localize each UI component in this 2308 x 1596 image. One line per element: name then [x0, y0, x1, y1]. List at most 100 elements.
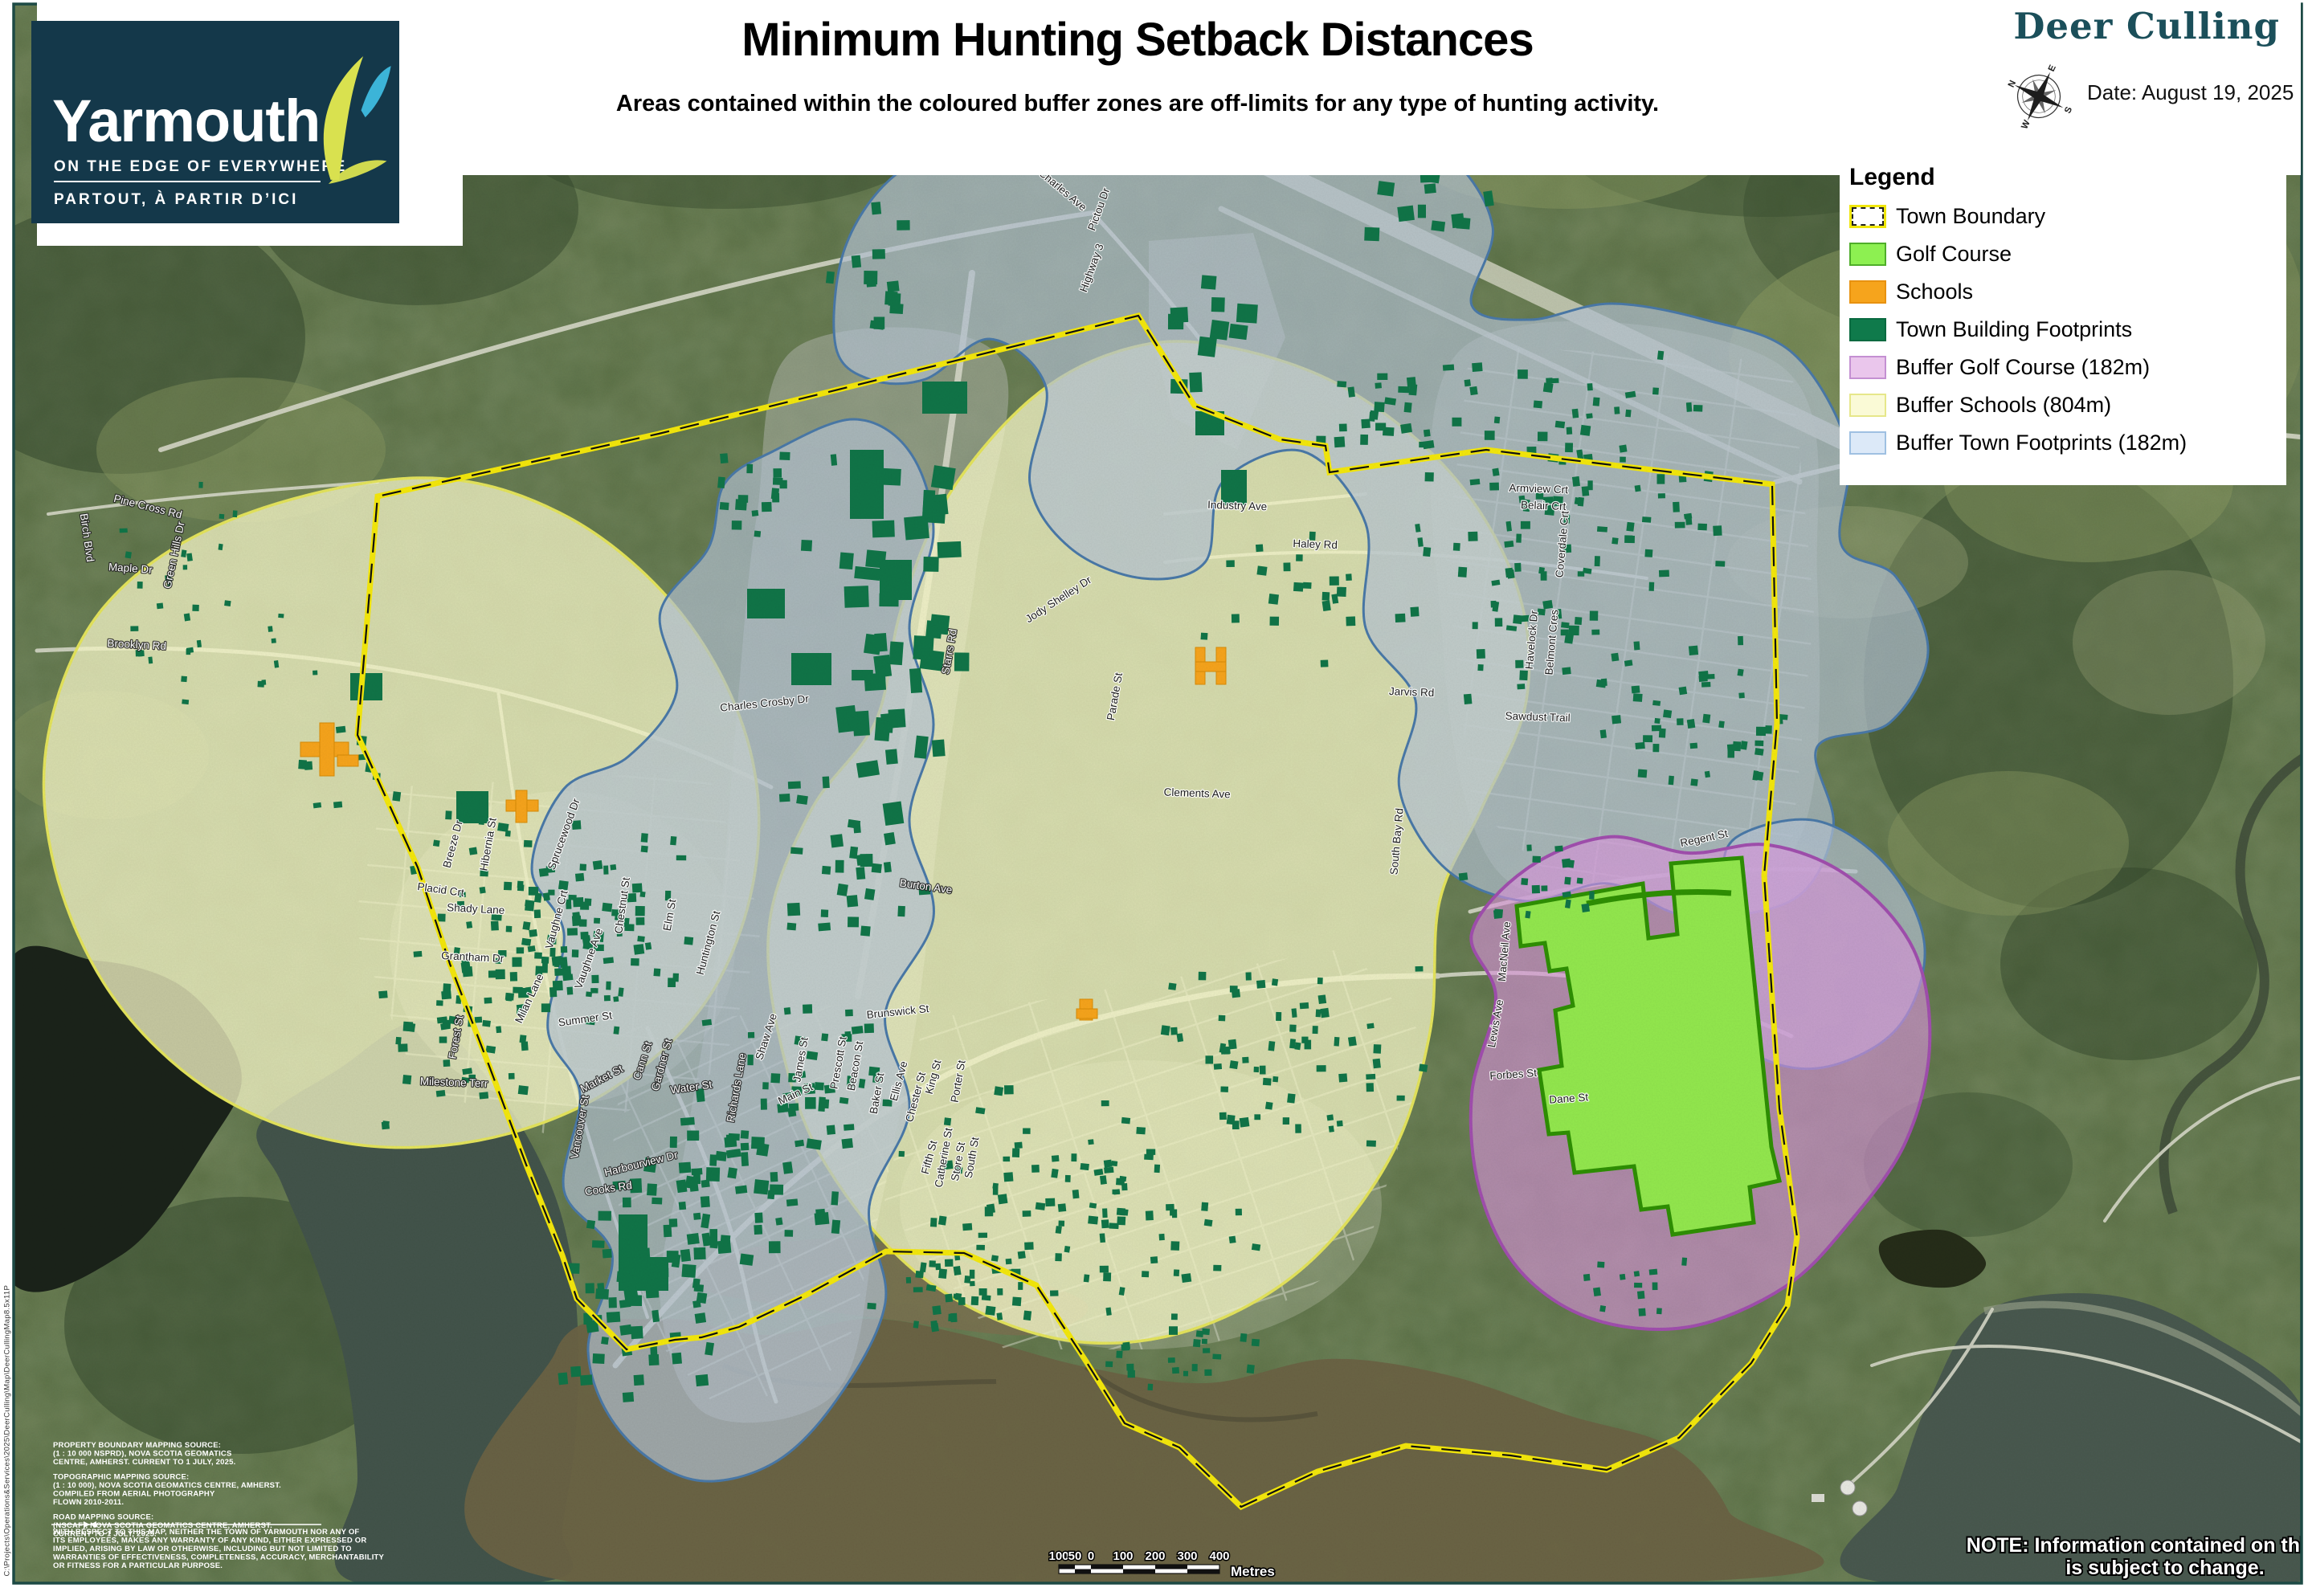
street-label: Forbes St	[1489, 1067, 1538, 1082]
legend-item-buffer-golf: Buffer Golf Course (182m)	[1849, 349, 2286, 386]
buffer-golf-swatch	[1849, 356, 1886, 379]
street-label: Brooklyn Rd	[107, 637, 166, 652]
legend-panel: Legend Town Boundary Golf Course Schools To…	[1840, 157, 2286, 485]
legend-label: Town Boundary	[1896, 204, 2046, 228]
street-label: Dane St	[1549, 1091, 1589, 1105]
scale-segment	[1075, 1569, 1091, 1574]
source-line: CENTRE, AMHERST. CURRENT TO 1 JULY, 2025…	[53, 1458, 235, 1467]
legend-item-town-boundary: Town Boundary	[1849, 198, 2286, 235]
logo-wordmark: Yarmouth	[52, 88, 321, 154]
disclaimer-line: WITH RESPECT TO THIS MAP, NEITHER THE TO…	[53, 1528, 359, 1537]
source-heading: PROPERTY BOUNDARY MAPPING SOURCE:	[53, 1441, 221, 1450]
scale-tick-label: 400	[1209, 1549, 1229, 1563]
page-margin-left	[0, 0, 13, 1596]
scale-segment	[1059, 1569, 1075, 1574]
project-title: Deer Culling	[2013, 5, 2280, 47]
schools-swatch	[1849, 280, 1886, 304]
buffer-schools-swatch	[1849, 394, 1886, 417]
street-label: Haley Rd	[1293, 537, 1338, 551]
compass-direction-label: E	[2047, 63, 2058, 73]
map-subtitle: Areas contained within the coloured buff…	[615, 91, 1660, 116]
header-band: Minimum Hunting Setback Distances Areas …	[37, 0, 2301, 175]
source-notes: PROPERTY BOUNDARY MAPPING SOURCE:(1 : 10…	[51, 1441, 385, 1570]
scale-segment	[1123, 1565, 1155, 1569]
source-line: (1 : 10 000), NOVA SCOTIA GEOMATICS CENT…	[53, 1481, 281, 1490]
source-line: COMPILED FROM AERIAL PHOTOGRAPHY	[53, 1490, 215, 1499]
legend-label: Golf Course	[1896, 242, 2012, 266]
legend-item-buffer-schools: Buffer Schools (804m)	[1849, 386, 2286, 424]
disclaimer-line: IMPLIED, ARISING BY LAW OR OTHERWISE, IN…	[53, 1545, 352, 1553]
map-title: Minimum Hunting Setback Distances	[741, 14, 1534, 66]
scale-segment	[1187, 1565, 1219, 1569]
compass-direction-label: S	[2063, 105, 2074, 115]
compass-rose-icon: N E S W	[2007, 63, 2074, 131]
scale-tick-label: 200	[1145, 1549, 1165, 1563]
leaf-icon	[323, 56, 391, 185]
street-label: Industry Ave	[1207, 499, 1268, 513]
logo-tagline-fr: PARTOUT, À PARTIR D’ICI	[54, 191, 299, 208]
legend-label: Buffer Golf Course (182m)	[1896, 355, 2151, 379]
legend-item-golf: Golf Course	[1849, 235, 2286, 273]
scale-tick-label: 100	[1113, 1549, 1133, 1563]
legend-item-buffer-town: Buffer Town Footprints (182m)	[1849, 424, 2286, 462]
town-boundary-swatch	[1849, 205, 1886, 228]
street-label: Shady Lane	[447, 901, 505, 916]
legend-item-schools: Schools	[1849, 273, 2286, 311]
disclaimer-line: OR FITNESS FOR A PARTICULAR PURPOSE.	[53, 1561, 223, 1570]
scale-segment	[1091, 1569, 1123, 1574]
street-label: Armview Crt	[1509, 482, 1568, 496]
note-line: is subject to change.	[2065, 1557, 2264, 1579]
legend-label: Schools	[1896, 280, 1974, 304]
scale-segment	[1187, 1569, 1219, 1574]
buffer-town-swatch	[1849, 431, 1886, 455]
street-label: Maple Dr	[108, 561, 153, 576]
legend-item-footprints: Town Building Footprints	[1849, 311, 2286, 349]
compass-direction-label: N	[2007, 79, 2018, 89]
page-margin-right	[2302, 0, 2308, 1596]
source-line: (NSCAF), NOVA SCOTIA GEOMATICS CENTRE, A…	[53, 1521, 272, 1530]
source-heading: ROAD MAPPING SOURCE:	[53, 1513, 153, 1522]
disclaimer-line: ITS EMPLOYEES, MAKES ANY WARRANTY OF ANY…	[53, 1537, 366, 1545]
scale-unit-label: Metres	[1231, 1564, 1275, 1579]
scale-segment	[1059, 1565, 1075, 1569]
scale-tick-label: 300	[1177, 1549, 1197, 1563]
compass-direction-label: W	[2020, 119, 2032, 131]
yarmouth-logo: Yarmouth ON THE EDGE OF EVERYWHERE PARTO…	[31, 21, 399, 223]
source-line: (1 : 10 000 NSPRD), NOVA SCOTIA GEOMATIC…	[53, 1450, 232, 1459]
street-label: Jarvis Rd	[1389, 685, 1435, 699]
logo-divider	[54, 181, 321, 182]
source-line: FLOWN 2010-2011.	[53, 1498, 124, 1507]
footprints-swatch	[1849, 318, 1886, 341]
legend-label: Buffer Town Footprints (182m)	[1896, 431, 2187, 455]
legend-label: Buffer Schools (804m)	[1896, 393, 2112, 417]
scale-segment	[1123, 1569, 1155, 1574]
street-label: Grantham Dr	[441, 949, 504, 965]
scale-segment	[1075, 1565, 1091, 1569]
scale-outline	[1058, 1564, 1220, 1574]
golf-swatch	[1849, 243, 1886, 266]
page-margin-bottom	[0, 1583, 2308, 1596]
street-label: Sawdust Trail	[1505, 710, 1571, 725]
street-label: Belair Crt	[1521, 499, 1567, 512]
scale-tick-label: 50	[1068, 1549, 1082, 1563]
disclaimer-line: WARRANTIES OF EFFECTIVENESS, COMPLETENES…	[53, 1553, 385, 1562]
divider-marker	[84, 1521, 96, 1528]
scale-segment	[1155, 1569, 1187, 1574]
scale-tick-label: 0	[1088, 1549, 1094, 1563]
street-label: Clements Ave	[1163, 786, 1231, 801]
legend-title: Legend	[1849, 164, 1935, 190]
street-label: Milestone Terr	[420, 1076, 489, 1090]
file-path-text: C:\Projects\Operations&Services\2025\Dee…	[2, 1284, 12, 1577]
legend-label: Town Building Footprints	[1896, 317, 2133, 341]
map-date: Date: August 19, 2025	[2087, 80, 2294, 104]
scale-tick-label: 100	[1048, 1549, 1068, 1563]
logo-tagline: ON THE EDGE OF EVERYWHERE	[54, 158, 347, 175]
source-heading: TOPOGRAPHIC MAPPING SOURCE:	[53, 1473, 189, 1482]
scale-segment	[1155, 1565, 1187, 1569]
scale-segment	[1091, 1565, 1123, 1569]
street-label: Water St	[670, 1078, 713, 1096]
